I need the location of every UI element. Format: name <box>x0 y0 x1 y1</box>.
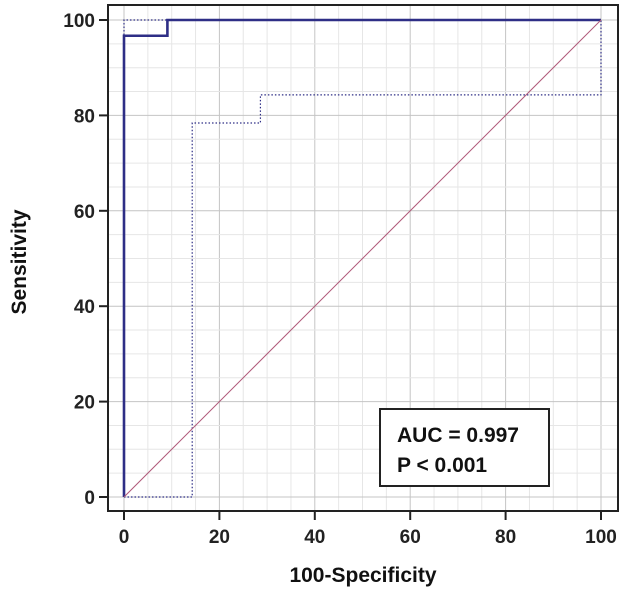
reference-diagonal <box>123 19 602 498</box>
x-tick-label: 0 <box>119 527 130 548</box>
annotation-box: AUC = 0.997 P < 0.001 <box>379 408 550 487</box>
y-tick-label: 0 <box>84 488 95 509</box>
x-tick-label: 40 <box>304 527 325 548</box>
y-tick-label: 40 <box>74 297 95 318</box>
x-tick-label: 60 <box>400 527 421 548</box>
x-tick-label: 100 <box>585 527 617 548</box>
confidence-bound-1 <box>123 19 601 497</box>
y-tick-label: 60 <box>74 202 95 223</box>
x-tick-label: 20 <box>209 527 230 548</box>
roc-curve <box>122 18 601 497</box>
confidence-bound-2 <box>124 20 602 498</box>
x-tick-label: 80 <box>495 527 516 548</box>
x-axis-title: 100-Specificity <box>289 564 436 587</box>
y-tick-label: 20 <box>74 393 95 414</box>
series-layer <box>122 18 602 498</box>
p-value-label: P < 0.001 <box>397 454 487 477</box>
ticks: 0 20 40 60 80 100 0 20 40 60 80 100 <box>63 11 617 548</box>
annotation-frame <box>379 408 550 487</box>
y-tick-label: 100 <box>63 11 95 32</box>
y-axis-title: Sensitivity <box>8 209 31 314</box>
y-tick-label: 80 <box>74 106 95 127</box>
plot-frame <box>107 4 619 512</box>
auc-label: AUC = 0.997 <box>397 424 519 447</box>
